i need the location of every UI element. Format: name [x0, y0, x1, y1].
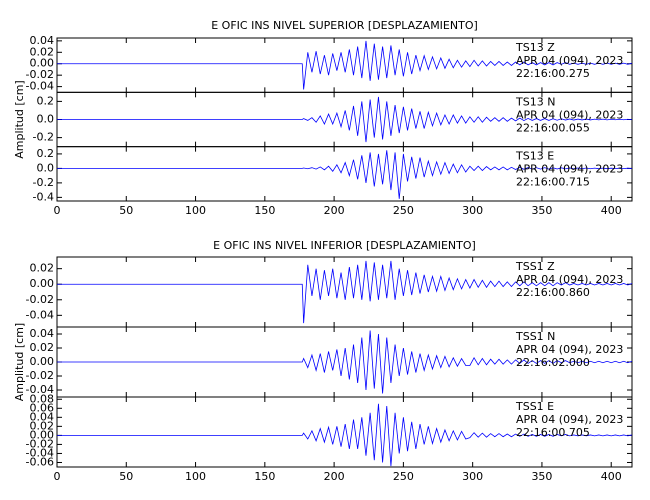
trace-annotation: 22:16:00.705 — [516, 426, 590, 439]
trace-annotation: TS13 Z — [515, 41, 555, 54]
trace-annotation: 22:16:00.275 — [516, 67, 590, 80]
x-tick-label: 350 — [531, 470, 552, 483]
x-tick-label: 300 — [462, 204, 483, 217]
y-tick-label: 0.00 — [30, 428, 55, 441]
trace-annotation: TSS1 N — [515, 330, 555, 343]
y-tick-label: 0.00 — [30, 57, 55, 70]
y-tick-label: -0.04 — [26, 383, 54, 396]
y-tick-label: -0.02 — [26, 437, 54, 450]
y-tick-label: 0.02 — [30, 341, 55, 354]
trace-annotation: 22:16:02.000 — [516, 356, 590, 369]
x-tick-label: 50 — [119, 204, 133, 217]
y-tick-label: -0.02 — [26, 293, 54, 306]
trace-annotation: TS13 E — [515, 150, 554, 163]
x-tick-label: 400 — [601, 470, 622, 483]
x-tick-label: 150 — [254, 204, 275, 217]
y-tick-label: 0.0 — [37, 113, 55, 126]
trace-annotation: TSS1 Z — [515, 260, 555, 273]
trace-annotation: TS13 N — [515, 95, 555, 108]
y-tick-label: 0.00 — [30, 277, 55, 290]
y-tick-label: -0.2 — [33, 176, 54, 189]
trace-annotation: APR 04 (094), 2023 — [516, 163, 623, 176]
y-tick-label: 0.04 — [30, 410, 55, 423]
waveform — [57, 260, 633, 324]
x-tick-label: 400 — [601, 204, 622, 217]
panel-frame — [56, 396, 633, 468]
y-tick-label: -0.02 — [26, 68, 54, 81]
x-tick-label: 200 — [324, 204, 345, 217]
trace-annotation: APR 04 (094), 2023 — [516, 413, 623, 426]
y-tick-label: -0.02 — [26, 369, 54, 382]
x-tick-label: 50 — [119, 470, 133, 483]
y-axis-label: Amplitud [cm] — [13, 80, 26, 158]
y-tick-label: -0.4 — [33, 190, 54, 203]
waveform — [57, 40, 633, 90]
waveform — [57, 96, 633, 143]
y-tick-label: -0.04 — [26, 446, 54, 459]
y-tick-label: 0.04 — [30, 34, 55, 47]
trace-annotation: 22:16:00.860 — [516, 286, 590, 299]
waveform — [57, 330, 633, 394]
y-tick-label: 0.0 — [37, 161, 55, 174]
trace-annotation: APR 04 (094), 2023 — [516, 108, 623, 121]
waveform — [57, 150, 633, 199]
y-tick-label: -0.04 — [26, 308, 54, 321]
trace-annotation: 22:16:00.055 — [516, 121, 590, 134]
x-tick-label: 200 — [324, 470, 345, 483]
y-tick-label: 0.04 — [30, 327, 55, 340]
x-tick-label: 100 — [185, 470, 206, 483]
y-tick-label: 0.2 — [37, 147, 55, 160]
y-axis-label: Amplitud [cm] — [13, 323, 26, 401]
y-tick-label: 0.02 — [30, 419, 55, 432]
trace-annotation: APR 04 (094), 2023 — [516, 343, 623, 356]
y-tick-label: -0.04 — [26, 80, 54, 93]
x-tick-label: 100 — [185, 204, 206, 217]
x-tick-label: 150 — [254, 470, 275, 483]
y-tick-label: 0.2 — [37, 94, 55, 107]
panel-frame — [56, 146, 633, 202]
x-tick-label: 350 — [531, 204, 552, 217]
x-tick-label: 250 — [393, 470, 414, 483]
x-tick-label: 0 — [54, 204, 61, 217]
x-tick-label: 300 — [462, 470, 483, 483]
chart-title: E OFIC INS NIVEL SUPERIOR [DESPLAZAMIENT… — [211, 19, 478, 32]
y-tick-label: -0.2 — [33, 131, 54, 144]
y-tick-label: -0.06 — [26, 455, 54, 468]
trace-annotation: TSS1 E — [515, 400, 554, 413]
chart-title: E OFIC INS NIVEL INFERIOR [DESPLAZAMIENT… — [213, 239, 476, 252]
trace-annotation: 22:16:00.715 — [516, 176, 590, 189]
y-tick-label: 0.06 — [30, 401, 55, 414]
y-tick-label: 0.02 — [30, 45, 55, 58]
trace-annotation: APR 04 (094), 2023 — [516, 54, 623, 67]
trace-annotation: APR 04 (094), 2023 — [516, 273, 623, 286]
x-tick-label: 0 — [54, 470, 61, 483]
y-tick-label: 0.00 — [30, 355, 55, 368]
waveform — [57, 403, 633, 467]
x-tick-label: 250 — [393, 204, 414, 217]
y-tick-label: 0.02 — [30, 262, 55, 275]
y-tick-label: 0.08 — [30, 392, 55, 405]
